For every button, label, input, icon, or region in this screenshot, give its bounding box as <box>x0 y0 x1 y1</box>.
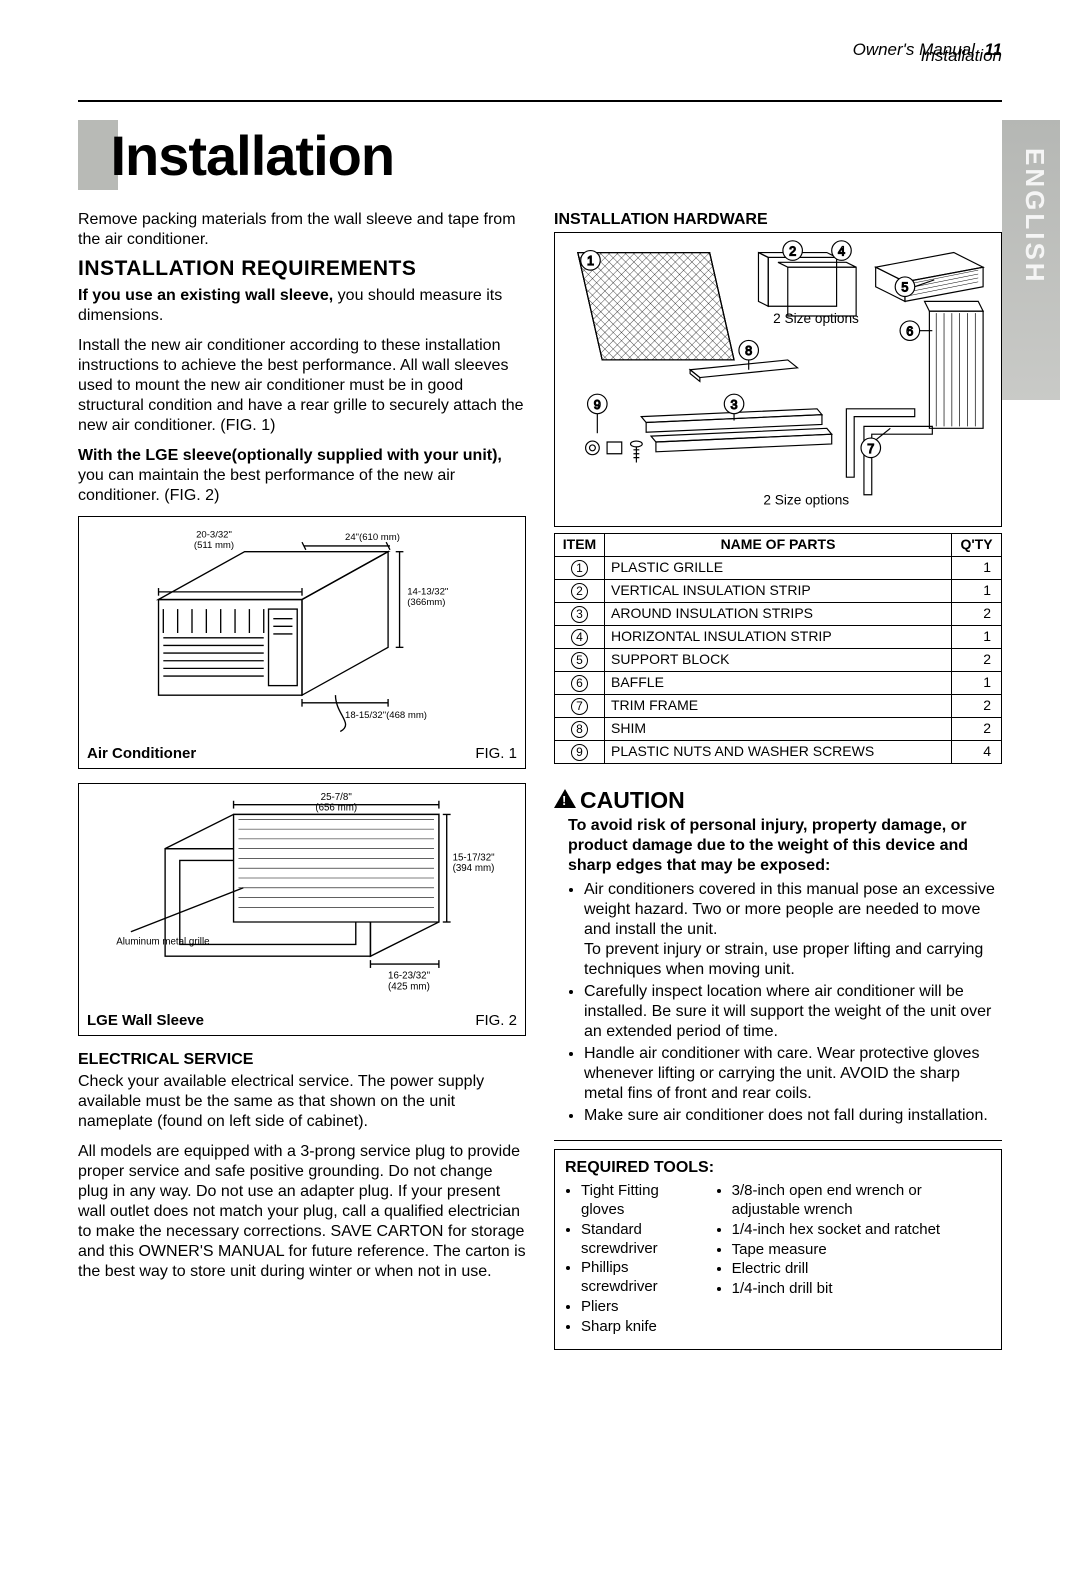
fig2-label: LGE Wall Sleeve <box>87 1012 204 1031</box>
left-column: Remove packing materials from the wall s… <box>78 210 526 1350</box>
svg-text:(656 mm): (656 mm) <box>315 803 357 814</box>
list-item: Make sure air conditioner does not fall … <box>584 1106 1002 1126</box>
caution-list: Air conditioners covered in this manual … <box>568 880 1002 1126</box>
list-item: 3/8-inch open end wrench or adjustable w… <box>732 1182 991 1220</box>
list-item: Air conditioners covered in this manual … <box>584 880 1002 980</box>
elec-p2: All models are equipped with a 3-prong s… <box>78 1142 526 1282</box>
svg-text:16-23/32": 16-23/32" <box>388 971 431 982</box>
table-row: 2VERTICAL INSULATION STRIP1 <box>555 579 1002 602</box>
caution-lead: To avoid risk of personal injury, proper… <box>568 816 1002 876</box>
fig1-label: Air Conditioner <box>87 745 196 764</box>
svg-text:(511 mm): (511 mm) <box>194 540 234 551</box>
svg-text:2 Size options: 2 Size options <box>773 311 859 326</box>
svg-text:6: 6 <box>906 325 913 339</box>
svg-text:4: 4 <box>838 244 845 258</box>
right-column: INSTALLATION HARDWARE 1 <box>554 210 1002 1350</box>
svg-text:3: 3 <box>731 398 738 412</box>
warning-icon <box>554 789 576 808</box>
table-row: 7TRIM FRAME2 <box>555 694 1002 717</box>
svg-text:1: 1 <box>587 254 594 268</box>
fig1-caption: FIG. 1 <box>475 745 517 764</box>
page-title-block: Installation <box>78 120 394 190</box>
fig2-caption: FIG. 2 <box>475 1012 517 1031</box>
language-tab: ENGLISH <box>1002 120 1060 400</box>
table-row: 4HORIZONTAL INSULATION STRIP1 <box>555 625 1002 648</box>
svg-text:Aluminum metal grille: Aluminum metal grille <box>116 936 209 947</box>
parts-table: ITEM NAME OF PARTS Q'TY 1PLASTIC GRILLE1… <box>554 533 1002 764</box>
tools-heading: REQUIRED TOOLS: <box>565 1158 991 1178</box>
svg-text:(366mm): (366mm) <box>407 598 445 609</box>
page-footer: Owner's Manual 11 <box>853 40 1002 60</box>
svg-text:20-3/32": 20-3/32" <box>196 530 232 541</box>
req-p2: Install the new air conditioner accordin… <box>78 336 526 436</box>
table-row: 8SHIM2 <box>555 717 1002 740</box>
list-item: Carefully inspect location where air con… <box>584 982 1002 1042</box>
page-title: Installation <box>110 123 394 188</box>
svg-text:18-15/32"(468 mm): 18-15/32"(468 mm) <box>345 710 427 721</box>
svg-text:15-17/32": 15-17/32" <box>453 852 496 863</box>
elec-p1: Check your available electrical service.… <box>78 1072 526 1132</box>
svg-text:25-7/8": 25-7/8" <box>321 792 353 803</box>
list-item: 1/4-inch hex socket and ratchet <box>732 1221 991 1240</box>
requirements-heading: INSTALLATION REQUIREMENTS <box>78 256 526 282</box>
figure-2: 25-7/8" (656 mm) 15-17/32" (394 mm) 16-2… <box>78 783 526 1036</box>
list-item: Handle air conditioner with care. Wear p… <box>584 1044 1002 1104</box>
table-row: 9PLASTIC NUTS AND WASHER SCREWS4 <box>555 740 1002 763</box>
list-item: Phillips screwdriver <box>581 1259 698 1297</box>
svg-text:14-13/32": 14-13/32" <box>407 587 448 598</box>
table-row: 5SUPPORT BLOCK2 <box>555 648 1002 671</box>
hardware-heading: INSTALLATION HARDWARE <box>554 210 1002 230</box>
hardware-diagram: 1 2 4 <box>554 232 1002 527</box>
svg-text:2 Size options: 2 Size options <box>763 493 849 508</box>
table-row: 1PLASTIC GRILLE1 <box>555 556 1002 579</box>
figure-1: 20-3/32" (511 mm) 24"(610 mm) 14-13/32" … <box>78 516 526 769</box>
intro-text: Remove packing materials from the wall s… <box>78 210 526 250</box>
tools-box: REQUIRED TOOLS: Tight Fitting glovesStan… <box>554 1149 1002 1350</box>
table-row: 6BAFFLE1 <box>555 671 1002 694</box>
list-item: Tape measure <box>732 1241 991 1260</box>
list-item: Tight Fitting gloves <box>581 1182 698 1220</box>
req-p1: If you use an existing wall sleeve, you … <box>78 286 526 326</box>
list-item: Standard screwdriver <box>581 1221 698 1259</box>
list-item: Pliers <box>581 1298 698 1317</box>
req-p3: With the LGE sleeve(optionally supplied … <box>78 446 526 506</box>
language-tab-label: ENGLISH <box>1019 148 1050 285</box>
tools-right-list: 3/8-inch open end wrench or adjustable w… <box>716 1182 991 1337</box>
list-item: Sharp knife <box>581 1318 698 1337</box>
table-row: 3AROUND INSULATION STRIPS2 <box>555 602 1002 625</box>
svg-text:(425 mm): (425 mm) <box>388 981 430 992</box>
svg-text:5: 5 <box>901 281 908 295</box>
svg-text:7: 7 <box>867 442 874 456</box>
list-item: 1/4-inch drill bit <box>732 1280 991 1299</box>
svg-text:8: 8 <box>745 344 752 358</box>
tools-left-list: Tight Fitting glovesStandard screwdriver… <box>565 1182 698 1337</box>
svg-text:2: 2 <box>789 244 796 258</box>
svg-text:24"(610 mm): 24"(610 mm) <box>345 532 400 543</box>
list-item: Electric drill <box>732 1260 991 1279</box>
svg-text:(394 mm): (394 mm) <box>453 863 495 874</box>
caution-heading: CAUTION <box>554 786 1002 815</box>
electrical-heading: ELECTRICAL SERVICE <box>78 1050 526 1070</box>
svg-text:9: 9 <box>594 398 601 412</box>
